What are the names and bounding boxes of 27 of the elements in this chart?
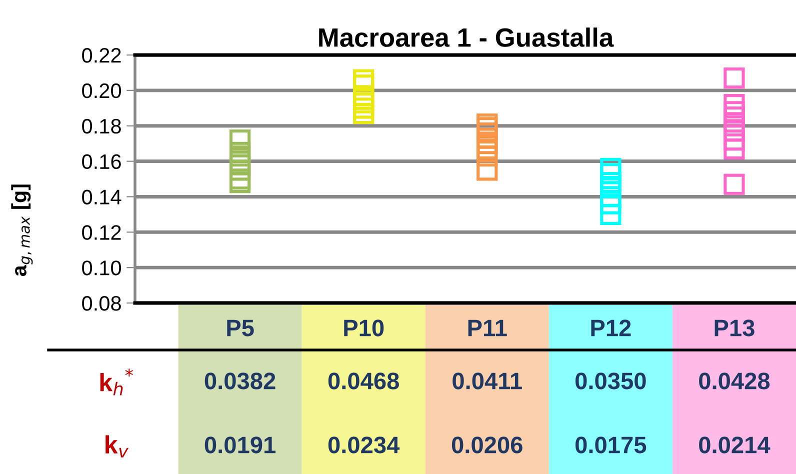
text: 0.0214 xyxy=(699,436,770,454)
x-tick-label: P5 xyxy=(227,320,254,336)
text: 0.0428 xyxy=(699,372,770,390)
text: 0.0350 xyxy=(576,372,646,390)
y-tick-label: 0.12 xyxy=(82,225,121,240)
text: k$_{h}$$^{*}$ xyxy=(100,368,134,396)
x-tick-label: P10 xyxy=(344,320,384,336)
y-axis-title: a$_{g,max}$ [g] xyxy=(11,184,33,276)
y-tick-label: 0.16 xyxy=(82,154,121,170)
y-tick-label: 0.20 xyxy=(82,83,121,98)
y-tick-label: 0.18 xyxy=(82,118,121,134)
text: 0.0175 xyxy=(576,436,646,454)
y-tick-label: 0.10 xyxy=(82,260,121,276)
text: 0.0191 xyxy=(204,436,276,454)
y-tick-label: 0.08 xyxy=(82,296,121,311)
x-tick-label: P13 xyxy=(714,320,754,336)
text: 0.0234 xyxy=(328,436,400,454)
y-tick-label: 0.14 xyxy=(82,190,122,204)
text: 0.0468 xyxy=(328,372,399,390)
x-tick-label: P11 xyxy=(468,320,507,336)
x-tick-label: P12 xyxy=(591,320,631,336)
text: 0.0382 xyxy=(204,372,276,390)
y-tick-label: 0.22 xyxy=(82,48,121,63)
text: 0.0206 xyxy=(452,436,522,454)
text: 0.0411 xyxy=(452,372,522,390)
text: k$_{v}$ xyxy=(106,435,129,458)
chart-title: Macroarea 1 - Guastalla xyxy=(319,28,614,47)
